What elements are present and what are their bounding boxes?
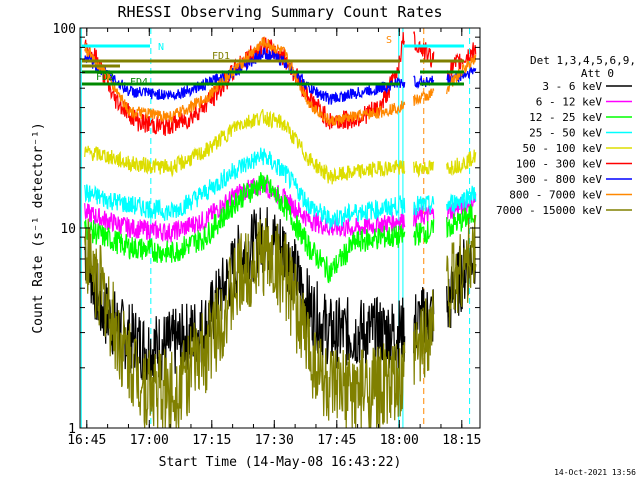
x-tick-label: 17:45 xyxy=(317,433,356,448)
x-tick-label: 18:00 xyxy=(380,433,419,448)
y-axis: 1 10 100 xyxy=(53,22,480,437)
legend: Det 1,3,4,5,6,9, Att 0 3 - 6 keV 6 - 12 k… xyxy=(496,54,636,217)
series-line xyxy=(84,147,477,230)
series-line xyxy=(84,172,477,284)
chart-title: RHESSI Observing Summary Count Rates xyxy=(117,3,442,21)
legend-label: 7000 - 15000 keV xyxy=(496,204,602,217)
flag-N-label: N xyxy=(158,42,164,53)
legend-header-2: Att 0 xyxy=(581,67,614,80)
x-tick-label: 17:30 xyxy=(255,433,294,448)
legend-label: 25 - 50 keV xyxy=(529,127,602,140)
legend-header-1: Det 1,3,4,5,6,9, xyxy=(530,54,636,67)
series-layer xyxy=(84,31,477,428)
x-axis-label: Start Time (14-May-08 16:43:22) xyxy=(159,455,402,470)
x-tick-label: 17:00 xyxy=(130,433,169,448)
legend-label: 3 - 6 keV xyxy=(542,80,602,93)
series-line xyxy=(84,214,477,428)
legend-label: 300 - 800 keV xyxy=(516,173,602,186)
y-tick-label: 1 xyxy=(68,422,76,437)
flag-S-label: S xyxy=(386,35,392,46)
legend-label: 12 - 25 keV xyxy=(529,111,602,124)
date-stamp: 14-Oct-2021 13:56 xyxy=(554,468,636,477)
flag-bars: N S FD1 FD2 FD4 xyxy=(82,35,464,88)
legend-label: 6 - 12 keV xyxy=(536,96,603,109)
flag-FD2-label: FD2 xyxy=(96,72,114,83)
series-line xyxy=(84,108,477,185)
flag-FD1-label: FD1 xyxy=(212,51,230,62)
legend-label: 100 - 300 keV xyxy=(516,158,602,171)
flag-FD4-label: FD4 xyxy=(130,77,148,88)
y-axis-label: Count Rate (s⁻¹ detector⁻¹) xyxy=(31,122,46,333)
x-axis: 16:45 17:00 17:15 17:30 17:45 18:00 18:15 xyxy=(67,28,481,448)
x-tick-label: 17:15 xyxy=(192,433,231,448)
series-line xyxy=(84,36,477,126)
x-tick-label: 18:15 xyxy=(442,433,481,448)
legend-label: 800 - 7000 keV xyxy=(509,189,602,202)
y-tick-label: 10 xyxy=(60,222,76,237)
y-tick-label: 100 xyxy=(53,22,76,37)
x-tick-label: 16:45 xyxy=(67,433,106,448)
legend-label: 50 - 100 keV xyxy=(523,142,603,155)
